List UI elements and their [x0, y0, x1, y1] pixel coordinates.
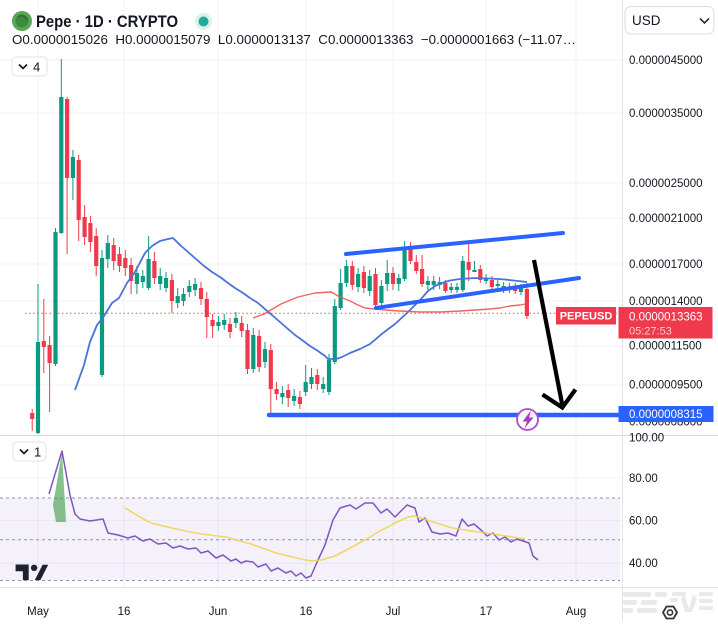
svg-text:0.0000035000: 0.0000035000 — [629, 108, 703, 120]
svg-text:May: May — [27, 606, 49, 618]
svg-text:0.0000021000: 0.0000021000 — [629, 213, 703, 225]
svg-text:Jul: Jul — [386, 606, 401, 618]
svg-text:Pepe · 1D · CRYPTO: Pepe · 1D · CRYPTO — [36, 12, 178, 31]
svg-text:0.0000014000: 0.0000014000 — [629, 296, 703, 308]
svg-text:PEPEUSD: PEPEUSD — [560, 311, 613, 323]
svg-text:60.00: 60.00 — [629, 516, 658, 528]
svg-text:17: 17 — [480, 606, 493, 618]
svg-text:80.00: 80.00 — [629, 473, 658, 485]
svg-text:1: 1 — [34, 445, 41, 460]
svg-text:0.0000009500: 0.0000009500 — [629, 380, 703, 392]
svg-text:0.0000017000: 0.0000017000 — [629, 259, 703, 271]
svg-text:Aug: Aug — [566, 606, 586, 618]
svg-text:16: 16 — [118, 606, 131, 618]
svg-text:0.0000013363: 0.0000013363 — [629, 312, 703, 324]
svg-text:0.0000011500: 0.0000011500 — [629, 341, 702, 353]
svg-text:0.0000025000: 0.0000025000 — [629, 178, 703, 190]
svg-text:100.00: 100.00 — [629, 433, 664, 445]
svg-text:0.0000045000: 0.0000045000 — [629, 55, 703, 67]
svg-text:USD: USD — [632, 13, 661, 28]
svg-text:16: 16 — [300, 606, 313, 618]
svg-text:O0.0000015026 H0.0000015079: O0.0000015026 H0.0000015079 L0.000001313… — [12, 32, 576, 47]
svg-text:0.0000008315: 0.0000008315 — [629, 409, 703, 421]
svg-text:05:27:53: 05:27:53 — [629, 326, 672, 338]
svg-text:Jun: Jun — [209, 606, 228, 618]
svg-text:40.00: 40.00 — [629, 558, 658, 570]
svg-text:4: 4 — [33, 60, 40, 75]
